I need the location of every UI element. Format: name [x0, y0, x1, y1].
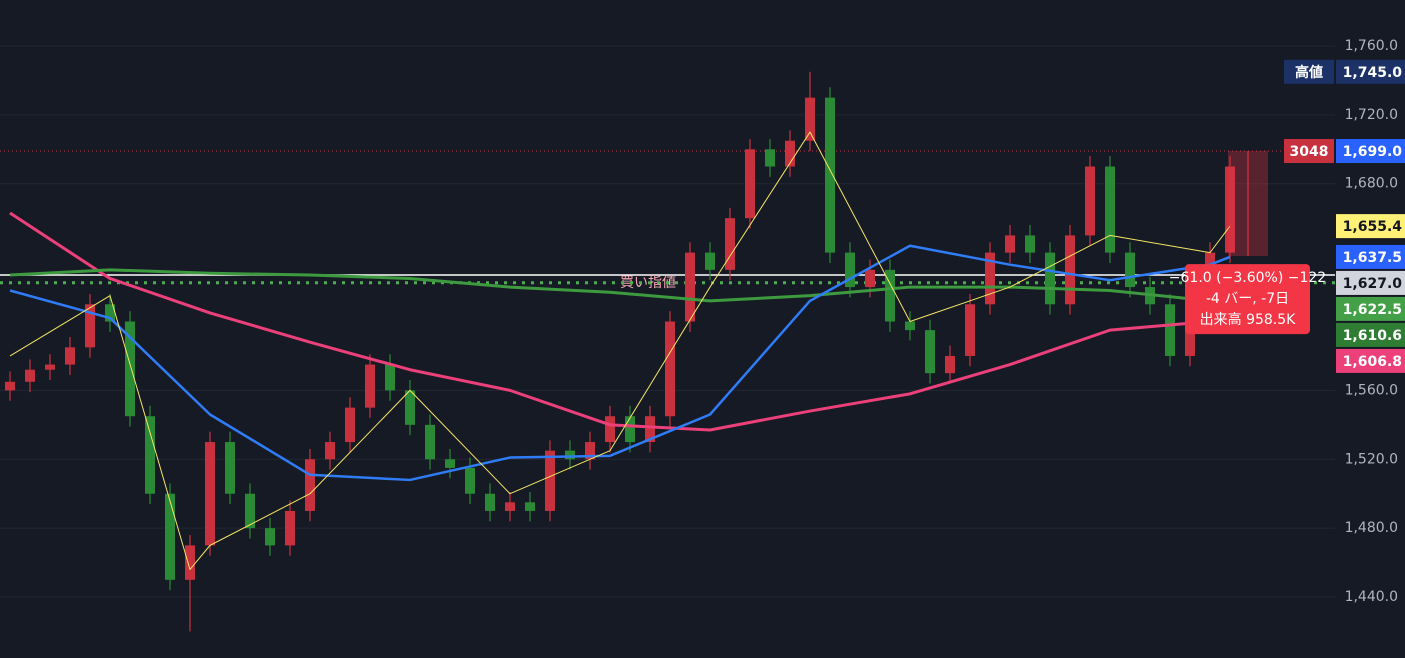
- candle-body: [325, 442, 335, 460]
- candle-body: [825, 97, 835, 253]
- candle-body: [25, 369, 35, 382]
- candle-body: [705, 252, 715, 270]
- candle-body: [785, 140, 795, 167]
- price-tag-prefix: [1284, 139, 1334, 164]
- measure-text: −61.0 (−3.60%) −122: [1169, 270, 1326, 286]
- candle-body: [1105, 166, 1115, 253]
- candle-body: [645, 416, 655, 443]
- y-tick-label: 1,480.0: [1345, 520, 1398, 536]
- candle-body: [985, 252, 995, 305]
- candle-body: [665, 321, 675, 417]
- candle-body: [1225, 166, 1235, 253]
- candle-body: [405, 390, 415, 425]
- candle-body: [745, 149, 755, 219]
- candle-body: [1065, 235, 1075, 305]
- candle-body: [365, 364, 375, 408]
- candle-body: [85, 304, 95, 348]
- price-tag-prefix-text: 3048: [1290, 144, 1329, 160]
- candle-body: [165, 493, 175, 580]
- candle-body: [565, 450, 575, 460]
- moving-average: [9, 131, 1231, 570]
- candle-body: [205, 442, 215, 546]
- candle-body: [245, 493, 255, 529]
- candle-body: [845, 252, 855, 288]
- price-tag-label: 1,699.0: [1343, 144, 1403, 160]
- candle-body: [305, 459, 315, 511]
- price-tag-label: 1,745.0: [1343, 65, 1403, 81]
- candle-body: [1085, 166, 1095, 236]
- candle-body: [545, 450, 555, 511]
- candle-body: [1005, 235, 1015, 253]
- candle-body: [945, 355, 955, 374]
- y-tick-label: 1,440.0: [1345, 589, 1398, 605]
- y-tick-label: 1,520.0: [1345, 451, 1398, 467]
- price-tag: [1336, 139, 1405, 164]
- price-tag-label: 1,655.4: [1343, 219, 1403, 235]
- y-tick-label: 1,720.0: [1345, 107, 1398, 123]
- candle-body: [185, 545, 195, 580]
- price-tag-label: 1,606.8: [1343, 354, 1402, 370]
- candle-body: [1025, 235, 1035, 253]
- candle-body: [525, 502, 535, 511]
- measure-tooltip: [1185, 264, 1310, 335]
- y-tick-label: 1,760.0: [1345, 38, 1398, 54]
- candle-body: [285, 510, 295, 546]
- candle-body: [765, 149, 775, 167]
- candle-body: [805, 97, 815, 141]
- candle-body: [725, 218, 735, 270]
- candle-body: [265, 528, 275, 546]
- candle-body: [965, 304, 975, 356]
- candle-body: [5, 381, 15, 391]
- moving-average: [9, 211, 1211, 432]
- candle-body: [885, 269, 895, 322]
- price-tag-label: 1,637.5: [1343, 250, 1402, 266]
- candle-body: [105, 304, 115, 322]
- price-tag: [1336, 296, 1405, 321]
- price-tag: [1336, 244, 1405, 269]
- price-tag-prefix: [1284, 59, 1334, 84]
- candle-body: [605, 416, 615, 443]
- candle-body: [125, 321, 135, 417]
- y-tick-label: 1,680.0: [1345, 176, 1398, 192]
- candle-body: [685, 252, 695, 322]
- price-tag-label: 1,622.5: [1343, 302, 1402, 318]
- candle-body: [1185, 321, 1195, 356]
- price-tag-label: 1,610.6: [1343, 328, 1402, 344]
- y-tick-label: 1,560.0: [1345, 382, 1398, 398]
- price-tag: [1336, 322, 1405, 347]
- price-tag: [1336, 59, 1405, 84]
- candle-body: [225, 442, 235, 494]
- candle-body: [465, 467, 475, 494]
- measure-text: 出来高 958.5K: [1200, 311, 1297, 328]
- candle-body: [865, 269, 875, 288]
- price-tag: [1336, 214, 1405, 239]
- candle-body: [905, 321, 915, 331]
- candle-body: [585, 442, 595, 460]
- candle-body: [65, 347, 75, 365]
- candle-body: [505, 502, 515, 511]
- candle-body: [925, 330, 935, 374]
- candle-body: [625, 416, 635, 443]
- price-tag-prefix-text: 高値: [1295, 64, 1323, 81]
- price-tag: [1336, 348, 1405, 373]
- candle-body: [345, 407, 355, 443]
- candle-body: [1165, 304, 1175, 356]
- moving-average: [9, 244, 1231, 482]
- candle-body: [425, 424, 435, 460]
- candle-body: [1045, 252, 1055, 305]
- candle-body: [445, 459, 455, 468]
- candle-body: [1125, 252, 1135, 288]
- candle-body: [45, 364, 55, 370]
- price-tag-label: 1,627.0: [1343, 276, 1403, 292]
- candle-body: [485, 493, 495, 511]
- measure-text: -4 バー, -7日: [1206, 291, 1289, 307]
- candle-body: [385, 364, 395, 391]
- candle-body: [145, 416, 155, 494]
- price-tag: [1336, 270, 1405, 295]
